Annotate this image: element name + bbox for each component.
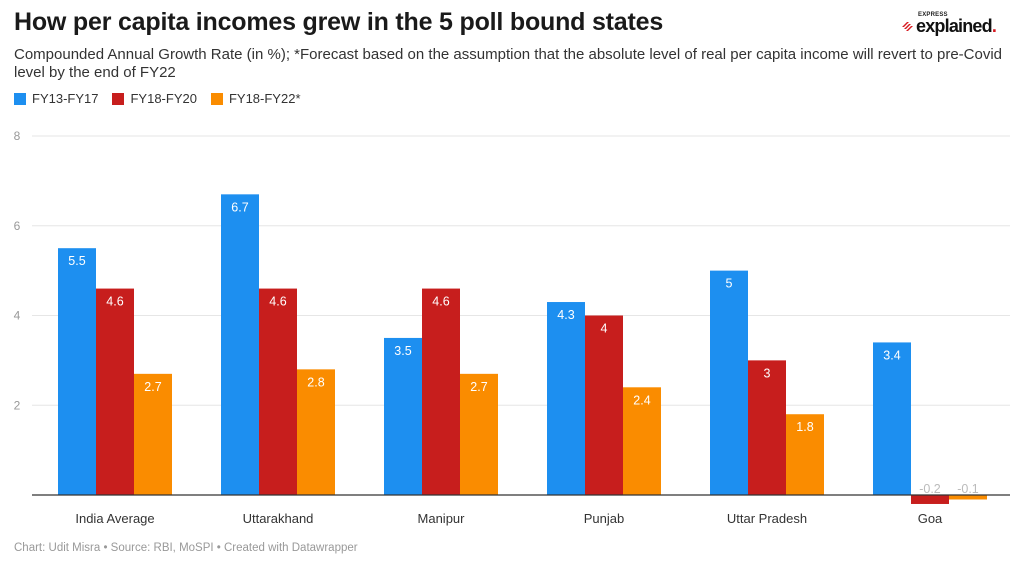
bar [134, 373, 172, 495]
express-explained-logo: EXPRESS explained. [898, 12, 1018, 38]
category-label: Uttarakhand [243, 511, 314, 526]
legend-swatch [14, 92, 26, 105]
bar [221, 194, 259, 495]
bar [297, 369, 335, 495]
bar [949, 495, 987, 500]
data-label: 3.5 [394, 344, 411, 358]
legend-label: FY18-FY20 [130, 91, 197, 106]
chart-footer: Chart: Udit Misra • Source: RBI, MoSPI •… [14, 542, 358, 554]
legend-label: FY18-FY22* [228, 91, 301, 106]
data-label: 2.7 [144, 380, 161, 394]
legend-swatch [210, 92, 223, 105]
data-label: 4.6 [432, 295, 449, 309]
legend-item: FY18-FY22* [210, 91, 301, 106]
legend-swatch [112, 92, 125, 105]
bar [873, 342, 911, 495]
bar [384, 337, 422, 495]
bar [786, 414, 824, 495]
data-label: 4.6 [106, 295, 123, 309]
logo-wordmark: explained. [916, 16, 997, 37]
data-label: 3 [764, 366, 771, 380]
y-tick-label: 4 [14, 309, 21, 323]
legend-item: FY18-FY20 [112, 91, 197, 106]
bars [58, 194, 987, 504]
y-tick-label: 6 [14, 219, 21, 233]
y-tick-label: 8 [14, 129, 21, 143]
logo-dot: . [991, 16, 997, 36]
data-label: 6.7 [231, 200, 248, 214]
bar [710, 270, 748, 495]
legend: FY13-FY17 FY18-FY20 FY18-FY22* [14, 91, 301, 106]
data-label: 4.6 [269, 295, 286, 309]
data-label: -0.1 [957, 482, 979, 496]
category-labels: India Average Uttarakhand Manipur Punjab Utt… [75, 511, 943, 526]
bar [748, 360, 786, 495]
data-labels: 5.5 4.6 2.7 6.7 4.6 2.8 3.5 4.6 2.7 4.3 4 2.4 5 3 1.8 3… [68, 200, 979, 496]
legend-item: FY13-FY17 [14, 91, 98, 106]
data-label: 2.8 [307, 375, 324, 389]
data-label: 1.8 [796, 420, 813, 434]
data-label: 5.5 [68, 254, 85, 268]
category-label: India Average [75, 511, 154, 526]
legend-label: FY13-FY17 [32, 91, 99, 106]
gridlines: 2 4 6 8 [14, 129, 1010, 412]
data-label: 4.3 [557, 308, 574, 322]
logo-stripes-icon [902, 22, 913, 31]
bar [547, 302, 585, 495]
data-label: 4 [601, 322, 608, 336]
logo-kicker: EXPRESS [918, 12, 948, 18]
category-label: Punjab [584, 511, 624, 526]
data-label: -0.2 [919, 482, 941, 496]
bar [911, 495, 949, 504]
data-label: 2.7 [470, 380, 487, 394]
category-label: Manipur [418, 511, 466, 526]
chart-subtitle: Compounded Annual Growth Rate (in %); *F… [14, 46, 1003, 81]
chart-title: How per capita incomes grew in the 5 pol… [14, 8, 664, 36]
data-label: 3.4 [883, 348, 900, 362]
bar [58, 248, 96, 495]
category-label: Uttar Pradesh [727, 511, 807, 526]
data-label: 2.4 [633, 393, 650, 407]
bar [585, 315, 623, 495]
y-tick-label: 2 [14, 398, 21, 412]
bar [96, 288, 134, 495]
bar [422, 288, 460, 495]
data-label: 5 [726, 277, 733, 291]
bar [623, 387, 661, 495]
category-label: Goa [918, 511, 943, 526]
bar [460, 373, 498, 495]
logo-word: explained [916, 16, 993, 36]
bar [259, 288, 297, 495]
